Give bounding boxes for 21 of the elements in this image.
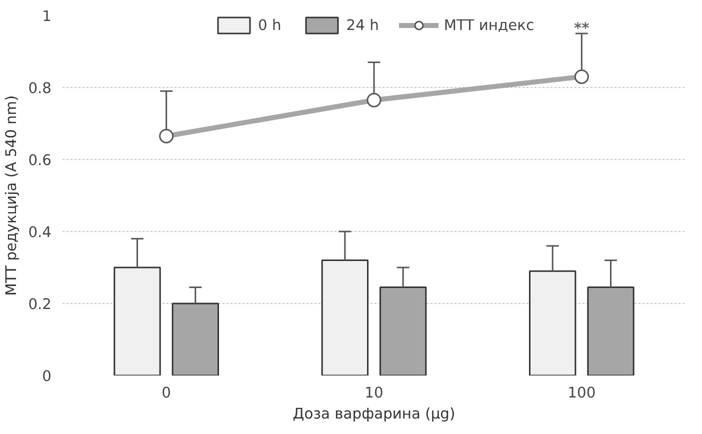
bar [379,286,427,376]
bar [321,260,369,376]
annotation: ** [574,20,590,38]
y-tick-label: 1 [42,8,52,25]
x-tick-label: 0 [162,384,171,402]
y-tick-label: 0.8 [28,80,52,97]
y-tick-label: 0.2 [28,296,52,313]
bar [172,302,219,376]
y-tick-label: 0 [42,368,52,385]
y-tick-label: 0.4 [28,224,52,241]
y-tick-label: 0.6 [28,152,52,169]
x-axis-title: Доза варфарина (µg) [292,406,456,422]
bar [529,270,576,376]
x-tick-label: 100 [568,384,596,402]
legend-label: 0 h [258,16,282,34]
y-axis-title: MTT редукција (A 540 nm) [3,95,20,296]
x-tick-label: 10 [364,384,384,402]
bar [114,266,161,376]
bar [587,286,634,376]
legend-label: 24 h [346,16,379,34]
legend-label: MTT индекс [444,16,534,34]
